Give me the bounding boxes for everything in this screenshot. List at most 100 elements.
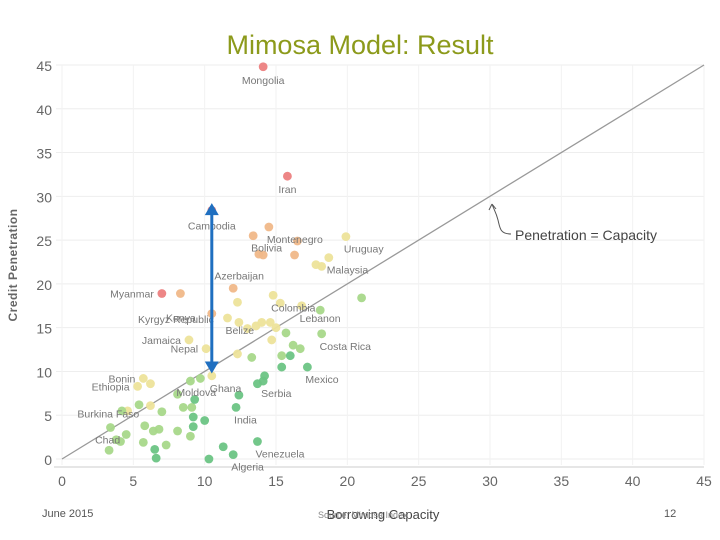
point-label: Burkina Faso [77, 408, 139, 420]
gap-arrow-head-bottom [204, 361, 219, 374]
data-point [233, 349, 242, 359]
data-point [157, 289, 167, 298]
reference-line-callout [488, 203, 512, 235]
data-point [295, 344, 305, 354]
data-point [186, 376, 195, 386]
footer-date: June 2015 [42, 508, 94, 520]
y-tick-label: 20 [36, 277, 52, 293]
point-label: Lebanon [300, 313, 341, 325]
data-point [302, 362, 312, 372]
data-point [190, 395, 200, 404]
data-point [173, 426, 182, 436]
data-point [184, 335, 194, 345]
data-point [277, 351, 287, 361]
point-label: Myanmar [110, 289, 154, 301]
data-point [258, 62, 268, 72]
point-label: Bonin [108, 373, 135, 385]
y-tick-label: 40 [36, 102, 52, 118]
data-point [324, 253, 334, 263]
page-number: 12 [664, 508, 677, 520]
point-labels-layer: MongoliaIranCambodiaMyanmarMontenegroBol… [77, 75, 384, 474]
data-point [317, 261, 327, 271]
y-tick-label: 35 [36, 146, 52, 162]
data-point [281, 328, 291, 338]
data-point [234, 390, 244, 400]
point-label: Kenya [166, 313, 196, 325]
x-tick-label: 30 [482, 473, 498, 489]
data-point [186, 431, 195, 441]
data-point [258, 376, 268, 386]
data-point [176, 289, 185, 298]
point-label: Chad [95, 435, 120, 447]
x-tick-label: 20 [340, 473, 356, 489]
data-point [271, 323, 281, 333]
x-tick-label: 0 [58, 473, 66, 489]
point-label: Algeria [231, 462, 264, 474]
point-label: Bolivia [251, 243, 282, 255]
point-label: Ghana [210, 383, 242, 395]
reference-line [61, 64, 705, 460]
data-point [247, 353, 257, 362]
point-label: Mexico [305, 374, 338, 386]
data-point [228, 450, 238, 460]
data-point [140, 421, 150, 431]
data-point [117, 406, 127, 416]
data-point [134, 400, 144, 410]
data-point [201, 344, 211, 354]
data-point [121, 430, 131, 439]
gap-arrow-head-top [204, 203, 219, 216]
y-axis-label: Credit Penetration [6, 208, 20, 321]
data-point [258, 250, 268, 260]
point-label: Ethiopia [92, 381, 130, 393]
point-label: Uruguay [344, 244, 384, 256]
data-point [173, 389, 182, 399]
data-point [341, 232, 351, 242]
axis-layer: 0 5 10 15 20 25 30 35 40 45 0 5 10 15 20 25 30 35 40 45 [36, 58, 712, 489]
data-point [106, 423, 115, 432]
point-label: Jamaica [142, 335, 181, 347]
data-point [138, 437, 148, 447]
footer-source-note: Source: Mimosa Index [318, 510, 408, 520]
data-point [264, 222, 274, 232]
x-tick-label: 45 [696, 473, 712, 489]
data-point [138, 374, 148, 383]
point-label: Kyrgyz Republic [138, 314, 214, 326]
x-tick-label: 40 [625, 473, 641, 489]
data-point [268, 290, 278, 300]
data-point [257, 318, 267, 327]
data-point [207, 371, 217, 381]
x-axis-label: Borrowing Capacity [327, 507, 440, 522]
data-point [253, 437, 262, 446]
data-point [248, 231, 258, 241]
data-point [267, 335, 277, 345]
point-label: Mongolia [242, 75, 285, 87]
data-point [154, 424, 164, 434]
point-label: Belize [225, 325, 254, 337]
y-tick-label: 25 [36, 233, 52, 249]
point-label: Iran [278, 184, 296, 196]
y-tick-label: 5 [44, 408, 52, 424]
data-point [243, 324, 252, 333]
data-point [187, 402, 197, 412]
y-tick-label: 10 [36, 364, 52, 380]
data-point [146, 379, 155, 389]
y-tick-label: 0 [44, 452, 52, 468]
x-tick-label: 10 [197, 473, 213, 489]
y-tick-label: 30 [36, 189, 52, 205]
point-label: Malaysia [327, 265, 369, 277]
point-label: Colombia [271, 302, 316, 314]
x-tick-label: 25 [411, 473, 427, 489]
x-tick-label: 35 [554, 473, 570, 489]
data-point [315, 305, 325, 315]
point-label: India [234, 414, 257, 426]
point-label: Montenegro [267, 234, 323, 246]
points-layer [104, 62, 366, 464]
data-point [151, 453, 161, 463]
data-point [285, 351, 295, 361]
data-point [178, 402, 188, 412]
data-point [297, 301, 307, 311]
data-point [234, 318, 244, 327]
data-point [146, 401, 155, 410]
reference-line-label: Penetration = Capacity [515, 227, 657, 243]
